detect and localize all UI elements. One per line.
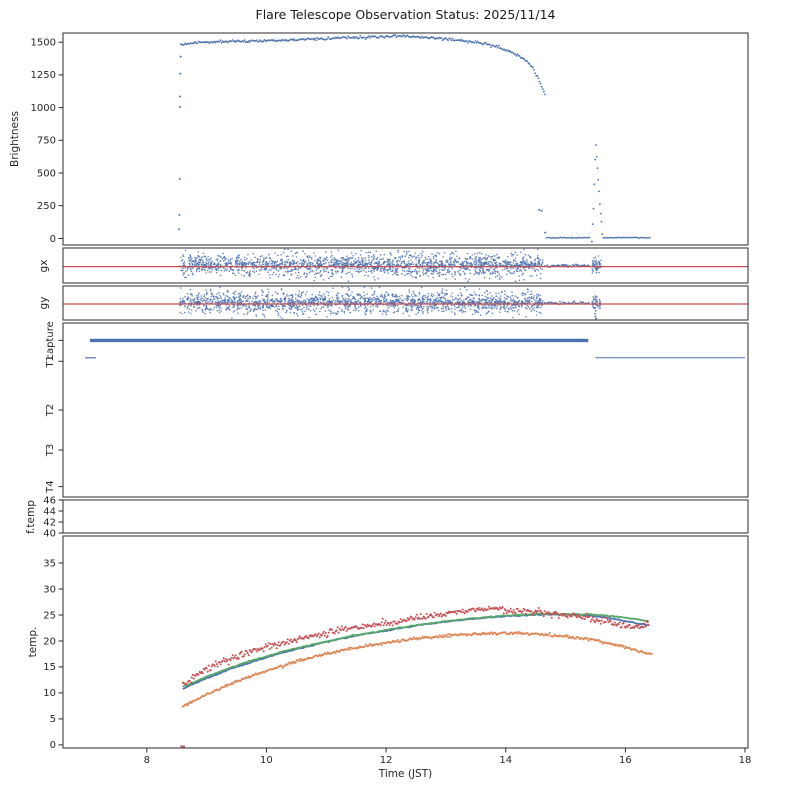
svg-text:750: 750: [37, 136, 56, 147]
y-axis-label-ftemp: f.temp: [25, 500, 37, 534]
svg-text:1000: 1000: [31, 103, 56, 114]
svg-text:0: 0: [50, 234, 56, 245]
svg-text:42: 42: [43, 517, 56, 528]
y-axis-label-temp: temp.: [27, 626, 39, 658]
svg-text:1500: 1500: [31, 38, 56, 49]
svg-text:T2: T2: [45, 404, 56, 417]
svg-text:40: 40: [43, 528, 56, 539]
y-axis-label-brightness: Brightness: [9, 111, 21, 167]
y-axis-label-gy: gy: [38, 296, 50, 310]
svg-text:T1: T1: [45, 355, 56, 368]
x-axis-label: Time (JST): [378, 768, 433, 780]
svg-text:44: 44: [43, 506, 56, 517]
svg-text:T3: T3: [45, 444, 56, 457]
svg-text:250: 250: [37, 201, 56, 212]
y-axis-label-gx: gx: [38, 259, 50, 273]
chart-title: Flare Telescope Observation Status: 2025…: [255, 7, 556, 22]
svg-text:46: 46: [43, 495, 56, 506]
svg-text:capture: capture: [45, 321, 56, 359]
svg-text:500: 500: [37, 168, 56, 179]
svg-text:T4: T4: [45, 480, 56, 493]
svg-text:1250: 1250: [31, 70, 56, 81]
